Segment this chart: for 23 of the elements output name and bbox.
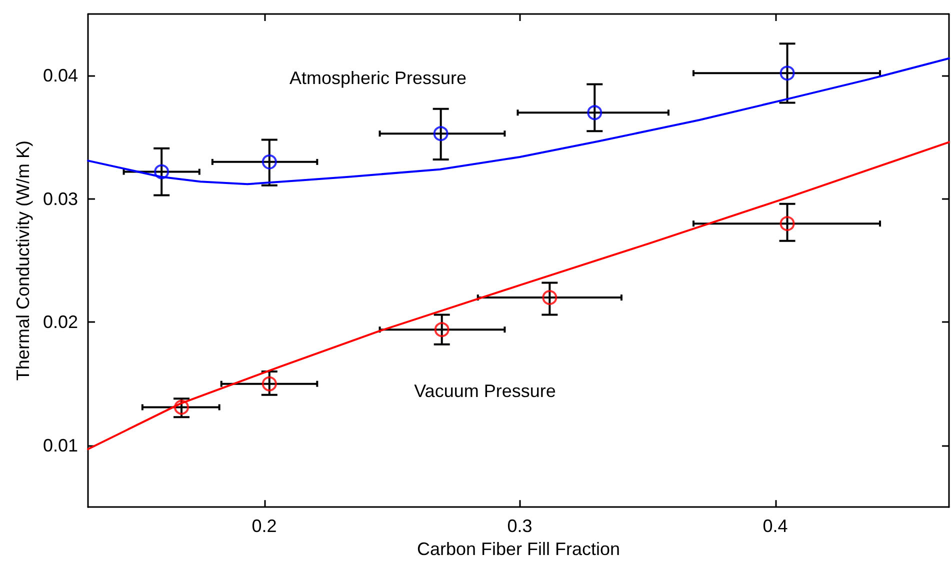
point [780, 66, 795, 81]
x-axis-title: Carbon Fiber Fill Fraction [416, 539, 620, 559]
point [433, 126, 448, 142]
point [262, 376, 277, 392]
y-tick-label: 0.02 [42, 312, 78, 332]
y-tick-label: 0.01 [42, 435, 78, 456]
point [174, 400, 190, 415]
point [262, 154, 277, 170]
point [542, 290, 558, 306]
point [780, 216, 795, 232]
annotation: Vacuum Pressure [414, 381, 556, 401]
point [154, 164, 170, 180]
line-series [87, 141, 950, 450]
point [434, 322, 450, 338]
y-tick-label: 0.04 [42, 66, 78, 86]
y-tick-label: 0.03 [42, 188, 78, 209]
x-tick-label: 0.3 [507, 516, 532, 536]
y-axis-title: Thermal Conductivity (W/m K) [13, 140, 34, 381]
x-tick-label: 0.4 [762, 516, 788, 536]
annotation: Atmospheric Pressure [289, 68, 467, 88]
point [587, 105, 602, 120]
line-series [87, 57, 950, 186]
x-tick-label: 0.2 [252, 516, 277, 536]
